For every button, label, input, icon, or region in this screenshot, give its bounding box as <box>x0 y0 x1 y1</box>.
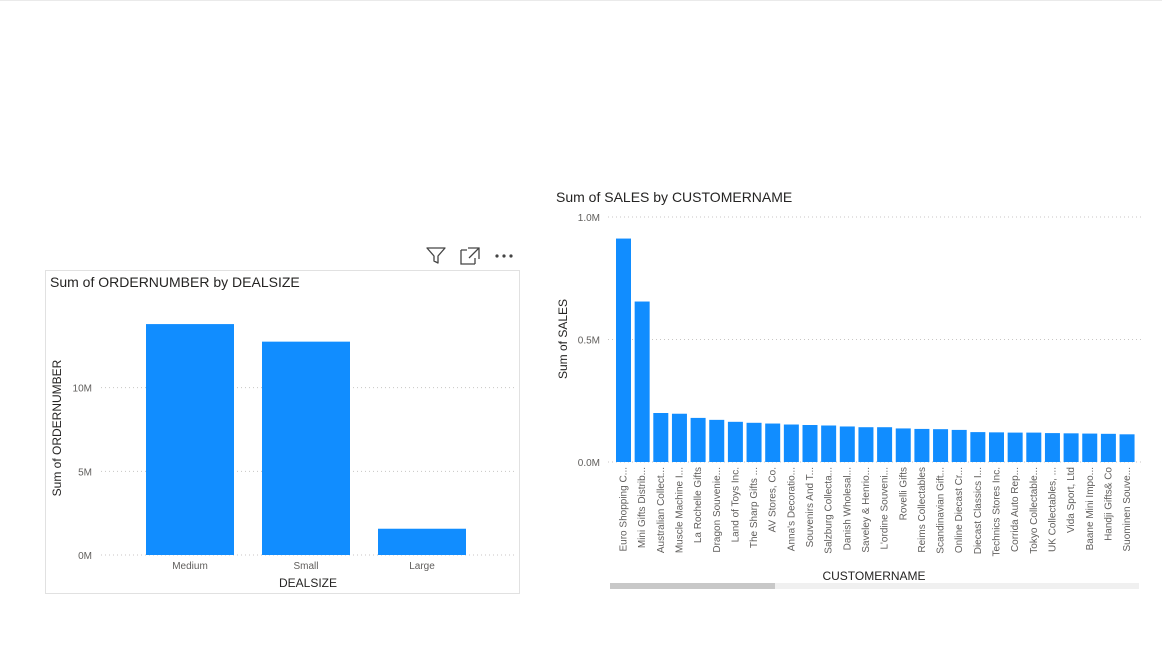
chart-title: Sum of ORDERNUMBER by DEALSIZE <box>50 274 300 290</box>
dealsize-chart[interactable]: Sum of ORDERNUMBER by DEALSIZE 0M 5M 10M Me… <box>45 270 520 594</box>
dealsize-chart-plot: 0M 5M 10M Medium Small Large DEALSIZE Sum of OR… <box>50 324 516 590</box>
bar-customer[interactable] <box>783 424 799 462</box>
bar-customer[interactable] <box>616 238 631 462</box>
bar-customer[interactable] <box>709 419 725 462</box>
bar-customer[interactable] <box>989 432 1004 462</box>
bar-customer[interactable] <box>1026 432 1042 462</box>
x-tick-label: Dragon Souvenie... <box>712 467 723 553</box>
x-tick-label: Small <box>293 561 318 572</box>
x-tick-label: Danish Wholesal... <box>842 467 853 550</box>
bar-customer[interactable] <box>1100 433 1116 462</box>
x-tick-label: Reims Collectables <box>917 467 928 553</box>
x-tick-label: Online Diecast Cr... <box>954 467 965 553</box>
x-tick-label: Vida Sport, Ltd <box>1066 467 1077 533</box>
x-tick-label: La Rochelle Gifts <box>693 467 704 543</box>
x-axis-title: CUSTOMERNAME <box>822 569 925 583</box>
x-tick-label: UK Collectables, ... <box>1047 467 1058 552</box>
bar-medium[interactable] <box>146 324 234 555</box>
customer-sales-chart[interactable]: Sum of SALES by CUSTOMERNAME 0.0M 0.5M 1.0… <box>550 182 1150 602</box>
bar-customer[interactable] <box>1119 434 1135 462</box>
scrollbar-thumb[interactable] <box>610 583 775 589</box>
x-tick-label: Mini Gifts Distrib... <box>637 467 648 548</box>
x-tick-label: Corrida Auto Rep... <box>1010 467 1021 552</box>
y-tick-label: 1.0M <box>578 213 600 224</box>
x-tick-label: Souvenirs And T... <box>805 467 816 547</box>
x-axis-title: DEALSIZE <box>279 576 337 590</box>
x-tick-label: Scandinavian Gift... <box>936 467 947 554</box>
more-options-icon[interactable] <box>492 244 516 268</box>
bar-customer[interactable] <box>802 425 818 462</box>
y-tick-label: 10M <box>73 384 92 395</box>
x-tick-label: Muscle Machine I... <box>674 467 685 553</box>
bar-customer[interactable] <box>914 428 930 462</box>
x-tick-label: Australian Collect... <box>656 467 667 553</box>
bar-customer[interactable] <box>1063 433 1079 462</box>
y-tick-label: 0M <box>78 551 92 562</box>
x-tick-label: The Sharp Gifts ... <box>749 467 760 548</box>
bar-customer[interactable] <box>933 429 949 462</box>
focus-mode-icon[interactable] <box>458 244 482 268</box>
x-tick-label: Euro Shopping C... <box>619 467 630 552</box>
x-tick-label: Handji Gifts& Co <box>1103 467 1114 541</box>
bar-customer[interactable] <box>1007 432 1023 462</box>
bar-customer[interactable] <box>895 428 911 462</box>
x-tick-label: Rovelli Gifts <box>898 467 909 520</box>
x-tick-label: Salzburg Collecta... <box>824 467 835 554</box>
y-tick-label: 0.5M <box>578 336 600 347</box>
y-tick-label: 0.0M <box>578 458 600 469</box>
bar-customer[interactable] <box>1082 433 1098 462</box>
bar-customer[interactable] <box>821 425 837 462</box>
bar-customer[interactable] <box>951 429 967 462</box>
x-tick-label: L'ordine Souveni... <box>880 467 891 550</box>
bar-customer[interactable] <box>877 427 893 462</box>
x-tick-label: Large <box>409 561 435 572</box>
x-tick-label: Anna's Decoratio... <box>786 467 797 551</box>
x-tick-label: Land of Toys Inc. <box>730 467 741 542</box>
bar-customer[interactable] <box>765 423 781 462</box>
x-tick-label: AV Stores, Co. <box>768 467 779 532</box>
x-tick-label: Suominen Souve... <box>1122 467 1133 552</box>
chart-title: Sum of SALES by CUSTOMERNAME <box>556 189 793 205</box>
x-tick-label: Medium <box>172 561 208 572</box>
y-axis-title: Sum of ORDERNUMBER <box>50 359 64 496</box>
visual-header <box>420 244 520 268</box>
bar-small[interactable] <box>262 341 350 555</box>
bar-customer[interactable] <box>634 301 650 462</box>
bar-customer[interactable] <box>671 413 687 462</box>
bar-customer[interactable] <box>690 417 706 462</box>
bar-large[interactable] <box>378 528 466 555</box>
x-tick-label: Baane Mini Impo... <box>1085 467 1096 550</box>
bar-customer[interactable] <box>653 413 669 462</box>
scrollbar-track <box>610 583 1139 589</box>
bar-customer[interactable] <box>839 426 855 462</box>
bar-customer[interactable] <box>858 427 874 462</box>
y-axis-title: Sum of SALES <box>556 299 570 379</box>
customer-sales-chart-plot: 0.0M 0.5M 1.0M Euro Shopping C... Mini Gifts… <box>556 213 1142 589</box>
x-tick-label: Saveley & Henrio... <box>861 467 872 553</box>
x-tick-label: Tokyo Collectable... <box>1029 467 1040 554</box>
y-tick-label: 5M <box>78 467 92 478</box>
bar-customer[interactable] <box>746 422 762 462</box>
x-tick-label: Diecast Classics I... <box>973 467 984 554</box>
filter-icon[interactable] <box>424 244 448 268</box>
x-tick-label: Technics Stores Inc. <box>992 467 1003 556</box>
bar-customer[interactable] <box>970 432 986 462</box>
top-divider <box>0 0 1162 1</box>
bar-customer[interactable] <box>727 421 743 462</box>
bar-customer[interactable] <box>1044 433 1060 462</box>
